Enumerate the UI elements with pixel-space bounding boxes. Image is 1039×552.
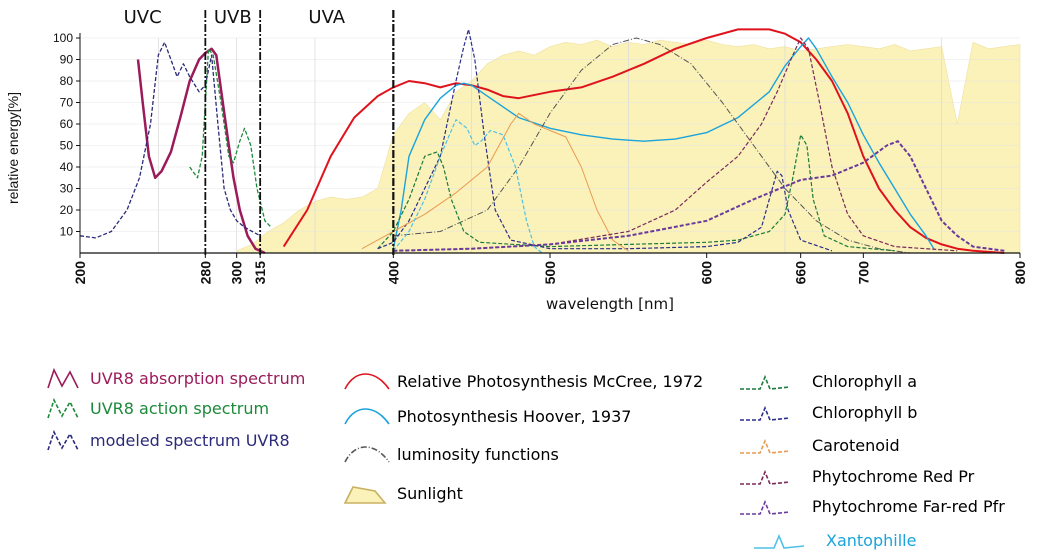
y-tick-label: 40 [60,160,74,174]
y-tick-label: 70 [60,96,74,110]
legend-symbol [740,438,791,454]
legend-symbol [740,469,791,485]
y-tick-label: 20 [60,203,74,217]
y-tick-label: 80 [60,74,74,88]
x-tick-label: 660 [793,261,809,285]
series-luminosity [393,37,911,254]
y-axis-label: relative energy[%] [5,92,21,204]
legend-label: UVR8 action spectrum [90,399,269,418]
y-tick-label: 60 [60,117,74,131]
legend-item: Chlorophyll b [740,403,917,422]
legend-symbol [343,486,387,504]
series-phyto_pr [393,37,958,252]
series-uvr8_abs [136,47,266,255]
legend-symbol [740,374,791,390]
legend: UVR8 absorption spectrum UVR8 action spec… [47,367,1005,550]
legend-label: modeled spectrum UVR8 [90,431,290,450]
legend-item: UVR8 action spectrum [47,397,269,419]
legend-symbol [344,408,390,425]
axes: UVC UVB UVA 10 20 30 40 50 60 70 80 90 100 200 280 300 3… [53,7,1028,284]
legend-item: luminosity functions [344,445,559,464]
x-axis-label: wavelength [nm] [546,295,674,313]
series-mccree [282,28,1005,254]
legend-label: Relative Photosynthesis McCree, 1972 [397,372,703,391]
legend-item: Sunlight [343,484,463,504]
legend-symbol [344,446,390,463]
series-uvr8_model [79,41,261,239]
legend-item: Xantophille [754,531,916,550]
y-tick-label: 90 [60,53,74,67]
legend-label: Xantophille [826,531,916,550]
legend-label: Chlorophyll b [812,403,917,422]
band-label: UVB [214,7,252,28]
y-tick-label: 50 [60,139,74,153]
legend-item: Carotenoid [740,436,900,455]
x-tick-label: 600 [699,261,715,285]
legend-label: Photosynthesis Hoover, 1937 [397,407,631,426]
band-label: UVC [124,7,162,28]
x-tick-label: 500 [542,261,558,285]
legend-label: Phytochrome Far-red Pfr [812,497,1005,516]
legend-label: Chlorophyll a [812,372,917,391]
legend-label: Sunlight [397,484,463,503]
x-tick-label: 300 [229,261,245,285]
legend-item: Phytochrome Red Pr [740,467,975,486]
x-tick-label: 200 [72,261,88,285]
series-uvr8_action [189,48,272,228]
y-tick-label: 10 [60,225,74,239]
legend-item: Phytochrome Far-red Pfr [740,497,1005,516]
x-tick-label: 315 [252,261,268,285]
legend-symbol [47,429,79,451]
y-tick-label: 100 [53,31,73,45]
x-tick-label: 280 [197,261,213,285]
plot-area [79,10,1021,255]
legend-label: UVR8 absorption spectrum [90,369,305,388]
series-carotenoid [361,112,629,252]
legend-label: Phytochrome Red Pr [812,467,975,486]
legend-item: Relative Photosynthesis McCree, 1972 [344,372,703,391]
legend-label: luminosity functions [397,445,559,464]
legend-symbol [47,367,79,389]
legend-symbol [740,499,791,515]
y-tick-label: 30 [60,182,74,196]
legend-item: Photosynthesis Hoover, 1937 [344,407,631,426]
legend-symbol [344,373,390,390]
legend-item: UVR8 absorption spectrum [47,367,305,389]
legend-symbol [47,397,79,419]
legend-item: modeled spectrum UVR8 [47,429,290,451]
x-tick-label: 400 [385,261,401,285]
series-chl_b [377,28,833,252]
legend-item: Chlorophyll a [740,372,917,391]
x-tick-label: 700 [855,261,871,285]
series-xantophille [392,119,543,254]
series-chl_a [377,134,895,252]
legend-label: Carotenoid [812,436,900,455]
legend-symbol [740,405,791,421]
x-tick-label: 800 [1012,261,1028,285]
band-label: UVA [308,7,345,28]
legend-symbol [754,533,805,549]
series-hoover [392,37,935,250]
series-phyto_pfr [393,140,1005,252]
